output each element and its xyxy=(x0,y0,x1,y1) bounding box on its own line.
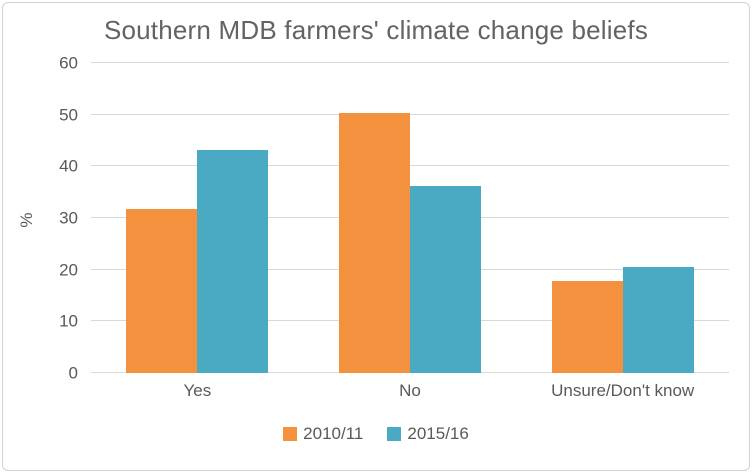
y-tick-label-30: 30 xyxy=(59,208,78,228)
y-axis-title: % xyxy=(17,212,36,228)
x-category-label-no: No xyxy=(399,381,421,400)
chart-title: Southern MDB farmers' climate change bel… xyxy=(103,15,649,45)
bar-group-yes xyxy=(91,63,304,373)
bar-2015-16-unsure-don-t-know xyxy=(622,266,694,373)
legend-item-2015-16: 2015/16 xyxy=(387,424,469,443)
gridline-40 xyxy=(91,165,729,167)
bar-group-unsure-don-t-know xyxy=(516,63,729,373)
bar-2015-16-no xyxy=(409,185,481,373)
gridline-60 xyxy=(91,62,729,63)
gridline-50 xyxy=(91,113,729,115)
chart-frame: Southern MDB farmers' climate change bel… xyxy=(2,2,750,471)
bar-2010-11-unsure-don-t-know xyxy=(551,280,623,373)
x-category-label-unsure-don-t-know: Unsure/Don't know xyxy=(551,381,695,400)
legend: 2010/11 2015/16 xyxy=(3,425,749,442)
legend-swatch-2010-11 xyxy=(283,426,298,441)
legend-swatch-2015-16 xyxy=(387,426,402,441)
bar-2015-16-yes xyxy=(197,149,269,373)
y-tick-label-40: 40 xyxy=(59,156,78,176)
bar-2010-11-no xyxy=(338,113,410,373)
legend-item-2010-11: 2010/11 xyxy=(283,425,363,442)
bar-2010-11-yes xyxy=(126,208,198,373)
legend-label-2010-11: 2010/11 xyxy=(303,424,364,443)
y-tick-label-60: 60 xyxy=(59,53,78,73)
y-tick-label-10: 10 xyxy=(59,311,78,331)
x-category-label-yes: Yes xyxy=(183,381,212,400)
plot-area: 0 10 20 30 40 50 60 Yes No Unsure/Don't know xyxy=(59,55,729,400)
bar-group-no xyxy=(304,63,517,373)
legend-label-2015-16: 2015/16 xyxy=(407,424,469,443)
y-tick-label-0: 0 xyxy=(68,363,78,383)
y-tick-label-20: 20 xyxy=(59,260,78,280)
y-tick-label-50: 50 xyxy=(59,105,78,125)
